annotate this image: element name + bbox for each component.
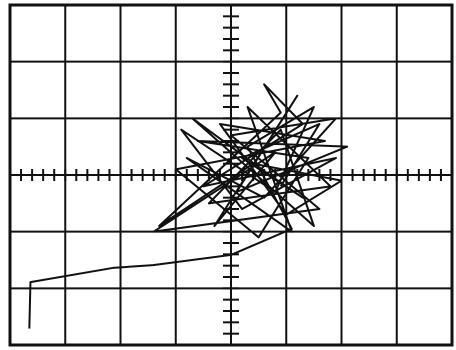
- trace: [29, 84, 347, 328]
- chart: [0, 0, 456, 350]
- page: {"chart_data": { "type": "line", "x": [-…: [0, 0, 456, 350]
